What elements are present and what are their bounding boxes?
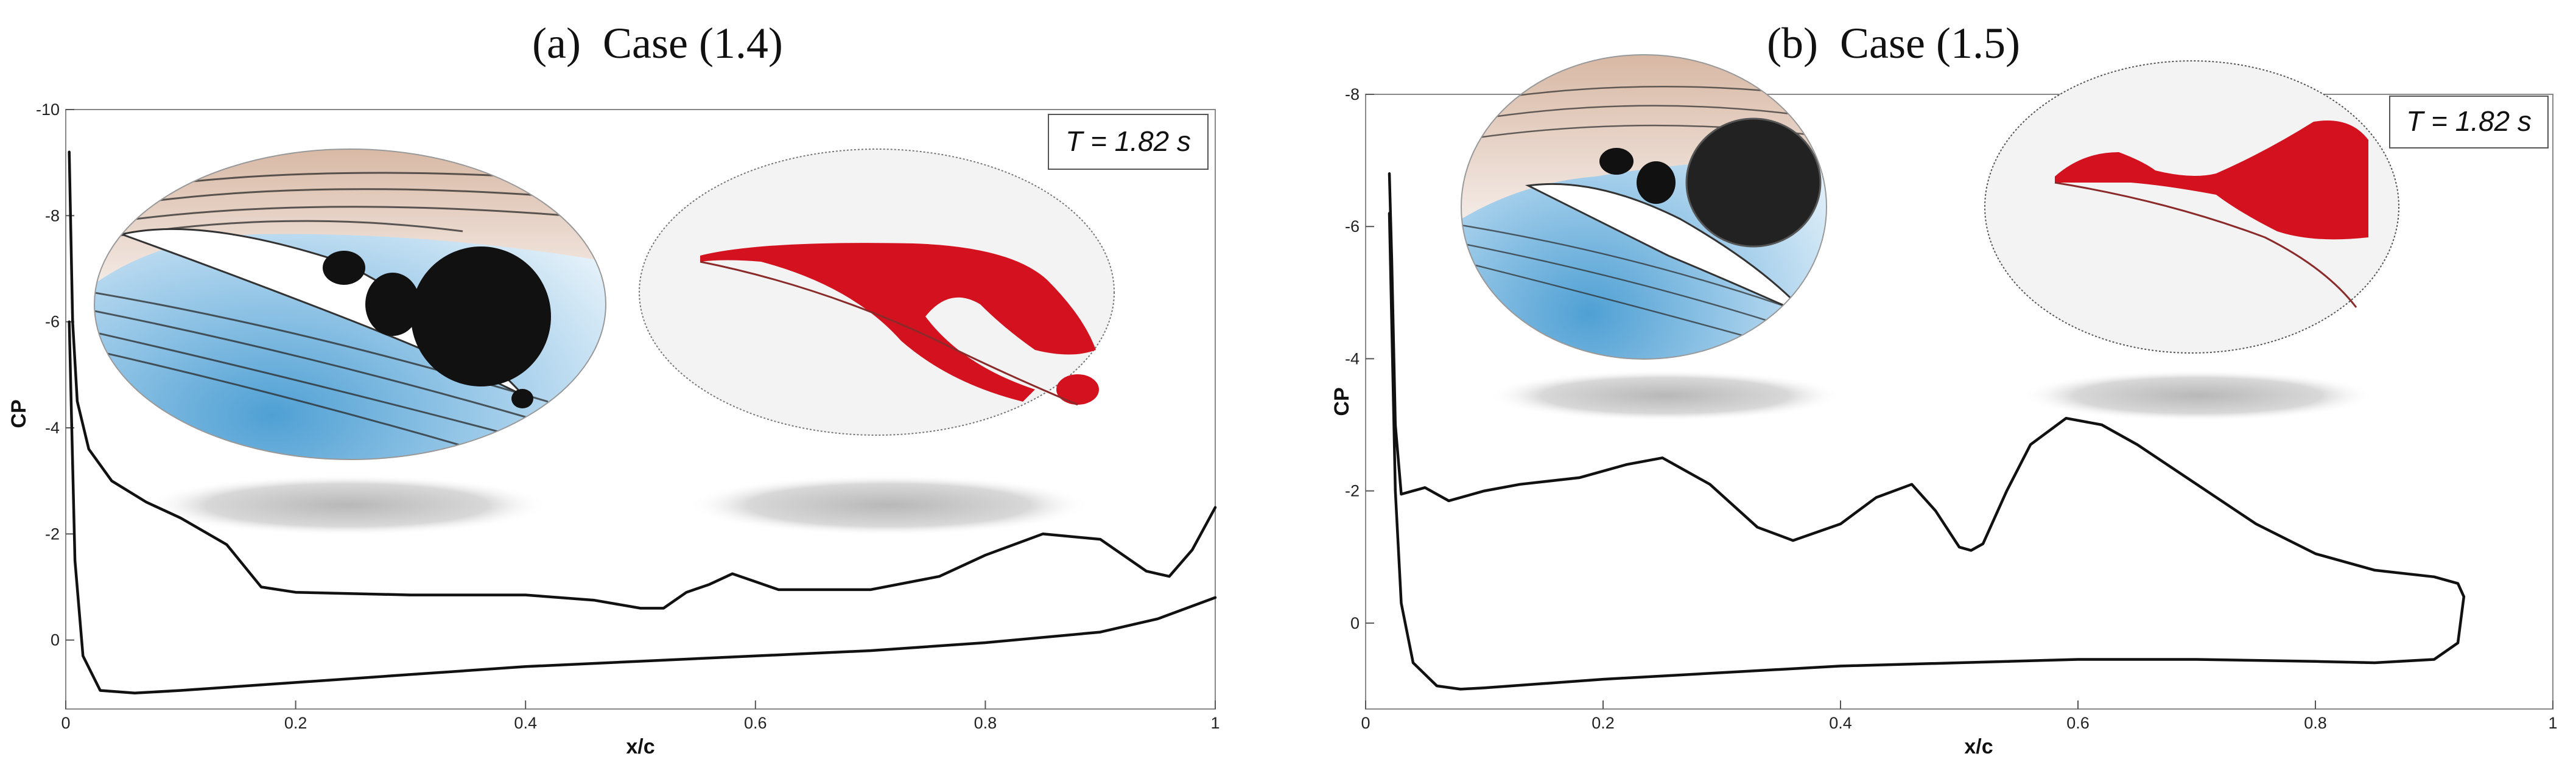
x-axis-label-b: x/c xyxy=(1964,735,1993,758)
y-tick-label-b-0: -8 xyxy=(1345,85,1360,103)
inset-shadow-b2 xyxy=(2021,370,2374,421)
streamline-inset-a xyxy=(94,148,606,460)
cp-series-a-0 xyxy=(68,150,1217,610)
vorticity-inset-b xyxy=(1984,60,2399,354)
plot-frame-b xyxy=(1365,94,2553,710)
y-axis-label-b: CP xyxy=(1330,387,1353,416)
y-tick-label-a-1: -8 xyxy=(45,206,60,225)
x-tick-label-b-2: 0.4 xyxy=(1829,714,1852,732)
y-axis-label-a: CP xyxy=(7,399,30,428)
y-tick-label-a-5: 0 xyxy=(51,631,60,649)
y-tick-label-a-0: -10 xyxy=(36,100,60,119)
plot-frame-a xyxy=(65,109,1216,710)
inset-shadow-b1 xyxy=(1489,370,1842,421)
y-tick-label-b-1: -6 xyxy=(1345,217,1360,236)
svg-text:T = 1.82 s: T = 1.82 s xyxy=(2406,105,2532,137)
panel-a: T = 1.82 s 0 0.2 0.4 0.6 0.8 1 -10 -8 -6 -4 -2 0 x/… xyxy=(7,100,1220,758)
inset-shadow-a2 xyxy=(688,475,1090,536)
axes-b: 0 0.2 0.4 0.6 0.8 1 -8 -6 -4 -2 0 xyxy=(1345,85,2558,732)
x-axis-label-a: x/c xyxy=(626,735,655,758)
x-tick-label-b-3: 0.6 xyxy=(2066,714,2090,732)
x-tick-label-a-0: 0 xyxy=(61,714,70,732)
y-tick-label-b-4: 0 xyxy=(1350,614,1360,632)
x-tick-label-a-4: 0.8 xyxy=(974,714,997,732)
time-annotation-b: T = 1.82 s xyxy=(2389,96,2549,148)
x-tick-label-a-3: 0.6 xyxy=(744,714,767,732)
axes-a: 0 0.2 0.4 0.6 0.8 1 -10 -8 -6 -4 -2 0 xyxy=(36,100,1220,732)
cp-series-b-1 xyxy=(1388,212,2466,691)
cp-lines-b xyxy=(1388,172,2466,691)
y-tick-label-b-3: -2 xyxy=(1345,482,1360,500)
x-tick-label-a-5: 1 xyxy=(1210,714,1220,732)
inset-shadow-a1 xyxy=(146,475,548,536)
panel-b-title: (b) Case (1.5) xyxy=(1767,19,2020,68)
cp-lines-a xyxy=(68,150,1217,695)
cp-series-a-1 xyxy=(68,320,1217,695)
y-tick-label-b-2: -4 xyxy=(1345,349,1360,368)
vorticity-inset-a xyxy=(639,148,1115,436)
svg-text:T = 1.82 s: T = 1.82 s xyxy=(1065,125,1191,157)
x-tick-label-b-1: 0.2 xyxy=(1592,714,1615,732)
time-annotation-a: T = 1.82 s xyxy=(1048,114,1209,170)
y-tick-label-a-3: -4 xyxy=(45,419,60,437)
x-tick-label-a-1: 0.2 xyxy=(284,714,307,732)
panel-a-title: (a) Case (1.4) xyxy=(532,19,783,68)
x-tick-label-b-5: 1 xyxy=(2548,714,2557,732)
panel-b: T = 1.82 s 0 0.2 0.4 0.6 0.8 1 -8 -6 -4 -2 0 x/c C… xyxy=(1330,54,2558,758)
x-tick-label-b-4: 0.8 xyxy=(2304,714,2327,732)
x-tick-label-a-2: 0.4 xyxy=(514,714,537,732)
y-tick-label-a-4: -2 xyxy=(45,525,60,543)
streamline-inset-b xyxy=(1461,54,1827,360)
cp-series-b-0 xyxy=(1388,172,2466,598)
y-tick-label-a-2: -6 xyxy=(45,313,60,331)
x-tick-label-b-0: 0 xyxy=(1361,714,1370,732)
